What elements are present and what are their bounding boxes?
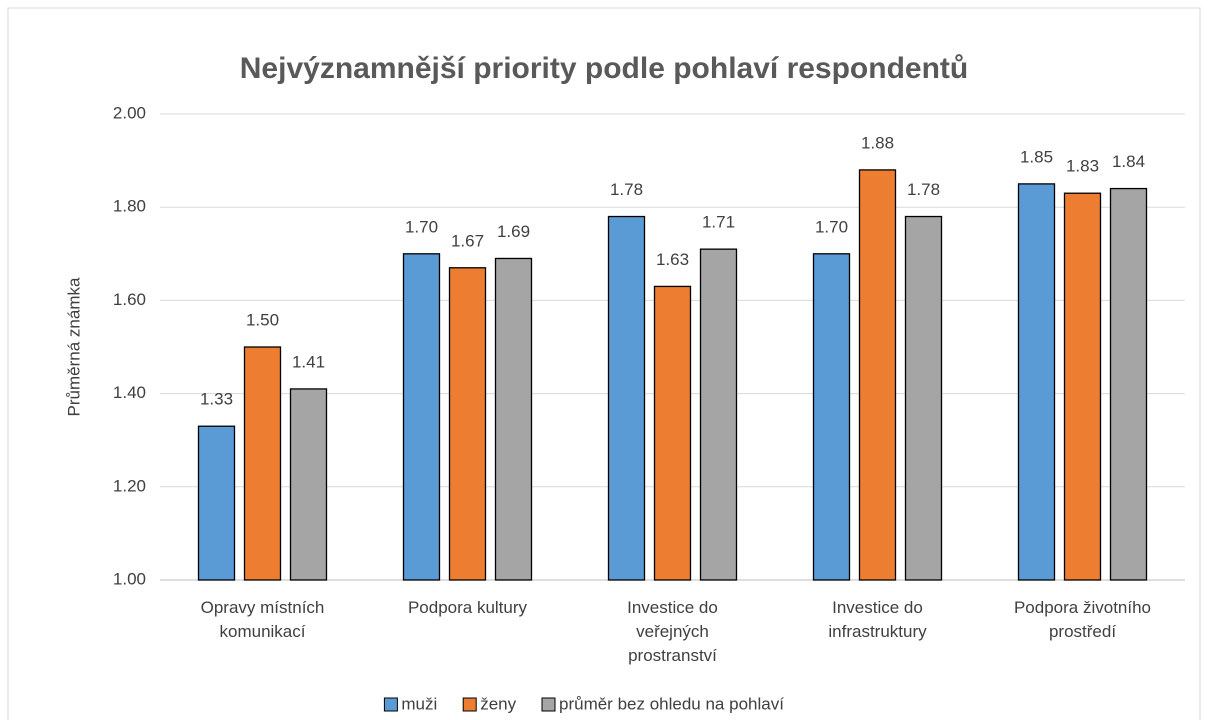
legend-swatch <box>541 697 556 712</box>
bar <box>653 285 692 581</box>
bar <box>699 248 738 581</box>
bar <box>812 253 851 581</box>
data-label: 1.85 <box>1020 147 1053 166</box>
data-label: 1.69 <box>497 222 530 241</box>
data-label: 1.50 <box>246 310 279 329</box>
x-tick-label: Investice do veřejných prostranství <box>627 598 718 665</box>
data-label: 1.88 <box>861 133 894 152</box>
bar <box>494 257 533 581</box>
data-label: 1.70 <box>405 217 438 236</box>
x-tick-label-box: Podpora životního prostředí <box>1013 598 1152 641</box>
bar <box>448 267 487 581</box>
x-tick-label: Opravy místních komunikací <box>200 598 325 641</box>
x-tick-label-box: Investice do infrastruktury <box>828 598 927 641</box>
x-tick-label: Investice do infrastruktury <box>828 598 927 641</box>
bar <box>858 169 897 581</box>
bar <box>289 388 328 581</box>
y-tick-label: 1.00 <box>113 569 146 588</box>
y-tick-label: 1.80 <box>113 197 146 216</box>
legend-label: ženy <box>480 694 516 713</box>
data-label: 1.84 <box>1112 152 1145 171</box>
data-label: 1.71 <box>702 213 735 232</box>
y-tick-label: 1.20 <box>113 476 146 495</box>
data-label: 1.70 <box>815 217 848 236</box>
data-label: 1.83 <box>1066 157 1099 176</box>
legend-swatch <box>462 697 477 712</box>
chart-title: Nejvýznamnější priority podle pohlaví re… <box>240 52 968 85</box>
bar <box>904 215 943 581</box>
x-tick-label-box: Opravy místních komunikací <box>200 598 325 641</box>
data-label: 1.78 <box>610 180 643 199</box>
bar <box>197 425 236 581</box>
legend-swatch <box>383 697 398 712</box>
data-label: 1.78 <box>907 180 940 199</box>
bar <box>1017 183 1056 581</box>
data-label: 1.67 <box>451 231 484 250</box>
bar <box>402 253 441 581</box>
legend-label: muži <box>401 694 437 713</box>
bar <box>607 215 646 581</box>
x-tick-label-box: Podpora kultury <box>407 598 528 617</box>
data-label: 1.63 <box>656 250 689 269</box>
y-tick-label: 1.60 <box>113 290 146 309</box>
x-tick-label: Podpora kultury <box>407 598 528 617</box>
x-tick-label: Podpora životního prostředí <box>1013 598 1152 641</box>
y-axis-label: Průměrná známka <box>64 277 83 416</box>
x-tick-label-box: Investice do veřejných prostranství <box>627 598 718 665</box>
y-tick-label: 1.40 <box>113 383 146 402</box>
legend-label: průměr bez ohledu na pohlaví <box>559 694 784 713</box>
data-label: 1.41 <box>292 352 325 371</box>
bar <box>1063 192 1102 581</box>
bar <box>243 346 282 581</box>
data-label: 1.33 <box>200 390 233 409</box>
bar <box>1109 187 1148 581</box>
chart-border <box>7 7 1201 720</box>
y-tick-label: 2.00 <box>113 103 146 122</box>
